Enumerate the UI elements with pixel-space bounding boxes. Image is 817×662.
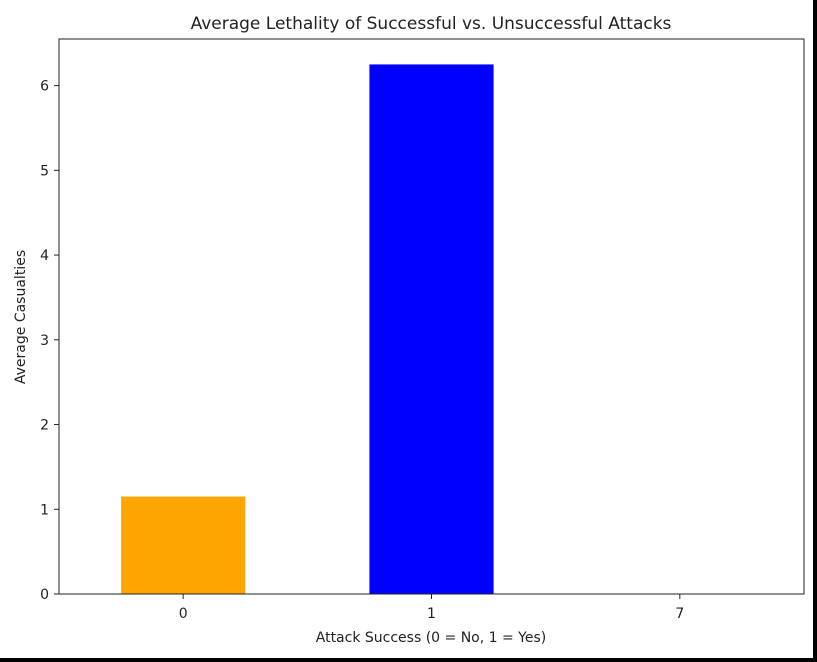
bars-group — [121, 64, 494, 594]
y-tick-label: 6 — [40, 79, 49, 95]
y-axis-label: Average Casualties — [13, 250, 29, 384]
y-tick-label: 1 — [40, 502, 49, 518]
bar-0 — [121, 496, 246, 594]
chart-title: Average Lethality of Successful vs. Unsu… — [191, 14, 672, 34]
y-tick-label: 4 — [40, 248, 49, 264]
x-tick-label: 0 — [179, 606, 188, 622]
y-axis: 0 1 2 3 4 5 6 — [40, 79, 59, 603]
x-axis-label: Attack Success (0 = No, 1 = Yes) — [316, 630, 547, 646]
y-tick-label: 5 — [40, 163, 49, 179]
bar-1 — [369, 64, 494, 594]
y-tick-label: 0 — [40, 587, 49, 603]
y-tick-label: 2 — [40, 418, 49, 434]
x-tick-label: 7 — [675, 606, 684, 622]
x-tick-label: 1 — [427, 606, 436, 622]
y-tick-label: 3 — [40, 333, 49, 349]
x-axis: 0 1 7 — [179, 594, 684, 622]
